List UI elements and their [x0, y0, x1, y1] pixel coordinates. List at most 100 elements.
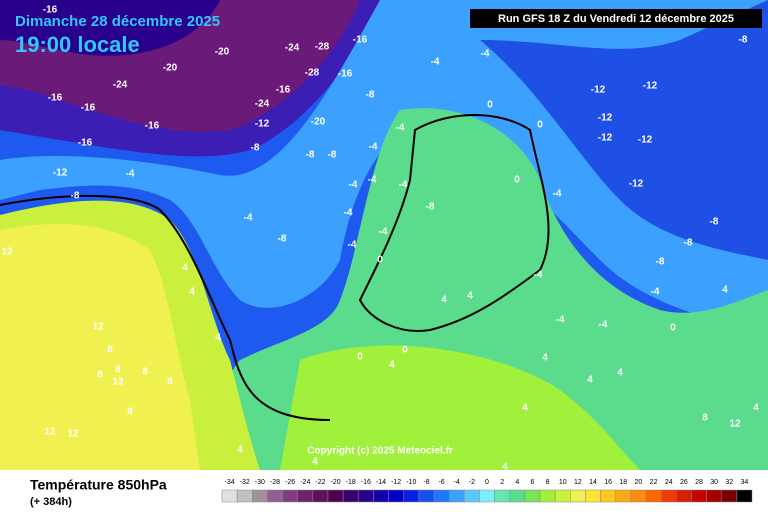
- temperature-label: 4: [215, 333, 221, 344]
- temperature-label: -8: [656, 257, 665, 268]
- temperature-label: 4: [617, 368, 623, 379]
- temperature-label: 0: [514, 175, 520, 186]
- legend-label: 4: [515, 479, 519, 486]
- legend-swatch: [358, 489, 374, 503]
- legend-label: -14: [376, 479, 386, 486]
- temperature-label: -20: [163, 63, 178, 74]
- legend-swatch: [418, 489, 435, 503]
- legend-label: -20: [331, 479, 341, 486]
- legend-label: 32: [725, 479, 733, 486]
- temperature-label: 8: [167, 377, 173, 388]
- temperature-label: 4: [182, 263, 188, 274]
- temperature-label: -16: [81, 103, 96, 114]
- temperature-label: 0: [357, 352, 363, 363]
- legend-swatch: [585, 489, 601, 503]
- temperature-label: -8: [278, 234, 287, 245]
- legend-swatch: [676, 489, 692, 503]
- east-cold-zone: [480, 0, 768, 260]
- warmer-zone: [0, 224, 200, 470]
- temperature-label: -24: [255, 99, 270, 110]
- temperature-label: -16: [276, 85, 291, 96]
- temperature-label: -4: [396, 123, 405, 134]
- legend-swatch: [524, 489, 541, 503]
- temperature-label: 8: [97, 370, 103, 381]
- legend-swatch: [615, 489, 632, 503]
- legend-swatch: [373, 489, 389, 503]
- legend-label: -8: [423, 479, 429, 486]
- footer-lead: (+ 384h): [30, 496, 72, 508]
- legend-label: -6: [438, 479, 444, 486]
- temperature-label: -4: [379, 227, 388, 238]
- legend-swatch: [282, 489, 298, 503]
- legend-label: -24: [300, 479, 310, 486]
- legend-label: 20: [635, 479, 643, 486]
- temperature-label: -20: [215, 47, 230, 58]
- temperature-label: -24: [285, 43, 300, 54]
- legend-label: 2: [500, 479, 504, 486]
- temperature-label: -24: [113, 80, 128, 91]
- legend-swatch: [221, 489, 238, 503]
- legend-label: 8: [546, 479, 550, 486]
- temperature-label: -4: [556, 315, 565, 326]
- temperature-label: -16: [78, 138, 93, 149]
- temperature-label: 4: [587, 375, 593, 386]
- legend-swatch: [721, 489, 738, 503]
- legend-label: 24: [665, 479, 673, 486]
- temperature-label: -8: [366, 90, 375, 101]
- legend-swatch: [736, 489, 753, 503]
- legend-swatch: [645, 489, 662, 503]
- temperature-label: -4: [349, 180, 358, 191]
- temperature-label: 12: [112, 377, 124, 388]
- run-box: [470, 9, 762, 28]
- temperature-label: 8: [142, 367, 148, 378]
- temperature-label: 4: [467, 291, 473, 302]
- legend-swatch: [236, 489, 253, 503]
- temperature-label: -8: [71, 191, 80, 202]
- legend-swatch: [342, 489, 359, 503]
- legend-swatch: [312, 489, 329, 503]
- temperature-label: -12: [598, 133, 613, 144]
- legend-label: -4: [454, 479, 460, 486]
- temperature-label: -16: [145, 121, 160, 132]
- temperature-label: -16: [48, 93, 63, 104]
- date: Dimanche 28 décembre 2025: [15, 13, 220, 30]
- temperature-label: -12: [591, 85, 606, 96]
- legend-label: -34: [225, 479, 235, 486]
- legend-swatch: [539, 489, 556, 503]
- temperature-label: -4: [348, 240, 357, 251]
- legend-label: 30: [710, 479, 718, 486]
- temperature-label: -8: [328, 150, 337, 161]
- legend-label: 28: [695, 479, 703, 486]
- temperature-label: 4: [522, 403, 528, 414]
- temperature-label: -4: [431, 57, 440, 68]
- temperature-label: 4: [237, 445, 243, 456]
- temperature-label: 8: [107, 345, 113, 356]
- legend-swatch: [448, 489, 465, 503]
- legend-swatch: [403, 489, 420, 503]
- temperature-label: -4: [553, 189, 562, 200]
- legend-swatch: [267, 489, 283, 503]
- legend-swatch: [297, 489, 314, 503]
- legend-label: -32: [240, 479, 250, 486]
- legend-swatch: [600, 489, 616, 503]
- legend-label: 34: [741, 479, 749, 486]
- temperature-label: 4: [502, 462, 508, 473]
- temperature-label: 12: [67, 429, 79, 440]
- south-zone: [280, 345, 640, 470]
- legend-label: 0: [485, 479, 489, 486]
- legend-swatch: [630, 489, 647, 503]
- footer-title: Température 850hPa: [30, 477, 167, 493]
- temperature-label: -12: [629, 179, 644, 190]
- temperature-label: 12: [92, 322, 104, 333]
- legend-swatch: [494, 489, 510, 503]
- legend-label: 12: [574, 479, 582, 486]
- legend-label: -2: [469, 479, 475, 486]
- temperature-label: -20: [311, 117, 326, 128]
- temperature-label: -4: [126, 169, 135, 180]
- legend-swatch: [327, 489, 344, 503]
- legend-swatch: [660, 489, 677, 503]
- legend-label: 22: [650, 479, 658, 486]
- temperature-label: 12: [1, 247, 13, 258]
- legend-swatch: [464, 489, 480, 503]
